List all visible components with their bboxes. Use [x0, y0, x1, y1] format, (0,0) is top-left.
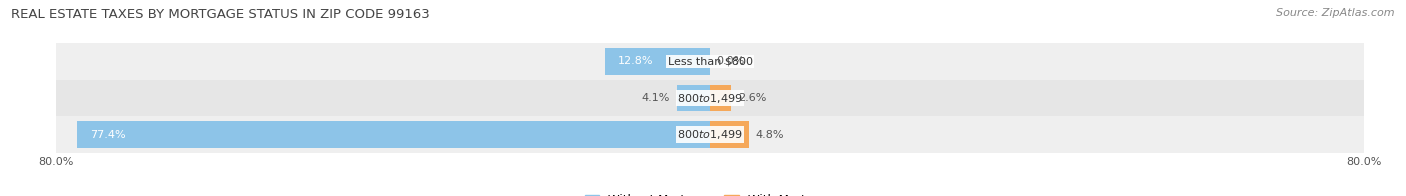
Legend: Without Mortgage, With Mortgage: Without Mortgage, With Mortgage — [585, 194, 835, 196]
Bar — [606, 48, 710, 75]
Bar — [676, 85, 710, 111]
Text: 77.4%: 77.4% — [90, 130, 125, 140]
Text: 2.6%: 2.6% — [738, 93, 766, 103]
Text: REAL ESTATE TAXES BY MORTGAGE STATUS IN ZIP CODE 99163: REAL ESTATE TAXES BY MORTGAGE STATUS IN … — [11, 8, 430, 21]
Bar — [56, 43, 1364, 80]
Text: 0.0%: 0.0% — [717, 56, 745, 66]
Bar — [710, 121, 749, 148]
Bar — [710, 85, 731, 111]
Text: 4.1%: 4.1% — [641, 93, 671, 103]
Bar — [56, 80, 1364, 116]
Text: 4.8%: 4.8% — [756, 130, 785, 140]
Text: Less than $800: Less than $800 — [668, 56, 752, 66]
Text: $800 to $1,499: $800 to $1,499 — [678, 92, 742, 104]
Text: 12.8%: 12.8% — [617, 56, 654, 66]
Bar — [77, 121, 710, 148]
Text: $800 to $1,499: $800 to $1,499 — [678, 128, 742, 141]
Text: Source: ZipAtlas.com: Source: ZipAtlas.com — [1277, 8, 1395, 18]
Bar — [56, 116, 1364, 153]
